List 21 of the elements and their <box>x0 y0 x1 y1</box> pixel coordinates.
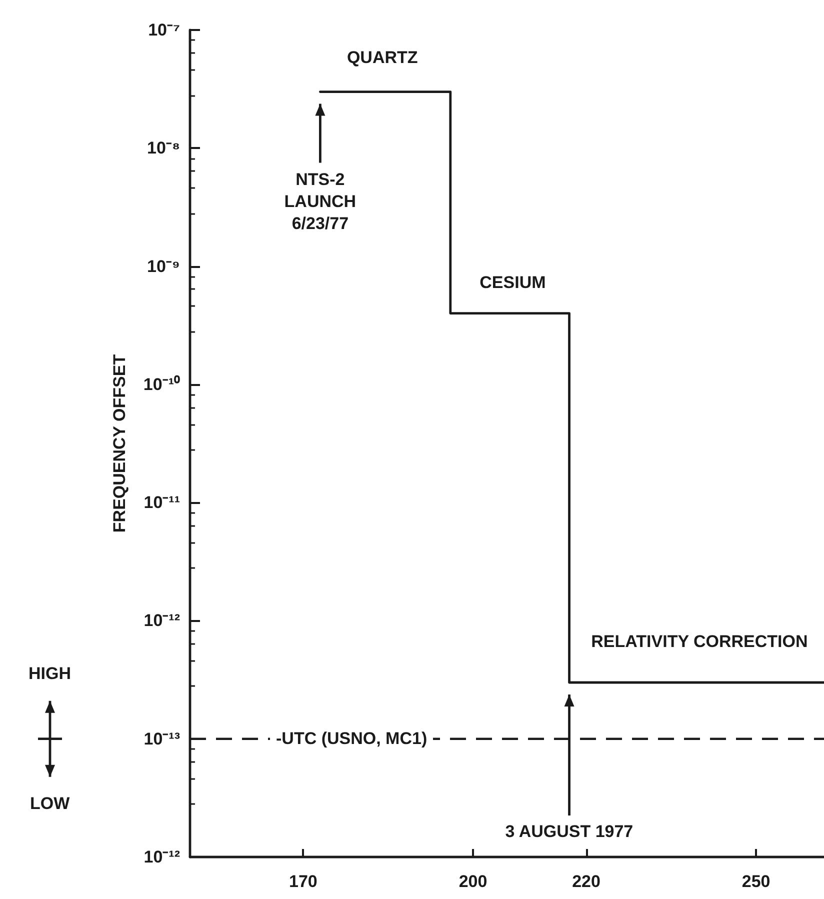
annotation: CESIUM <box>480 272 546 294</box>
x-tick-label: 250 <box>742 872 770 891</box>
y-tick-label: 10⁻¹⁰ <box>143 374 180 394</box>
annotation: QUARTZ <box>346 46 418 69</box>
x-tick-label: 220 <box>572 872 600 891</box>
text: HIGH <box>28 662 71 685</box>
x-tick-label: 170 <box>289 872 318 891</box>
text: LOW <box>30 792 70 815</box>
annotation: 3 AUGUST 1977 <box>505 821 634 844</box>
y-tick-label: 10⁻⁹ <box>147 256 180 276</box>
y-tick-label: 10⁻¹¹ <box>144 493 180 512</box>
annotation: NTS-2 LAUNCH 6/23/77 <box>283 168 358 235</box>
x-tick-label: 200 <box>458 872 488 891</box>
y-tick-label: 10⁻¹² <box>144 848 180 866</box>
y-tick-label: 10⁻⁷ <box>148 20 180 40</box>
annotation: RELATIVITY CORRECTION <box>590 631 809 654</box>
ref-line-label: -UTC (USNO, MC1) <box>270 728 434 750</box>
y-tick-label: 10⁻⁸ <box>147 138 180 158</box>
y-tick-label: 10⁻¹³ <box>144 729 180 748</box>
y-axis-title: FREQUENCY OFFSET <box>110 354 129 533</box>
y-tick-label: 10⁻¹² <box>144 611 180 630</box>
